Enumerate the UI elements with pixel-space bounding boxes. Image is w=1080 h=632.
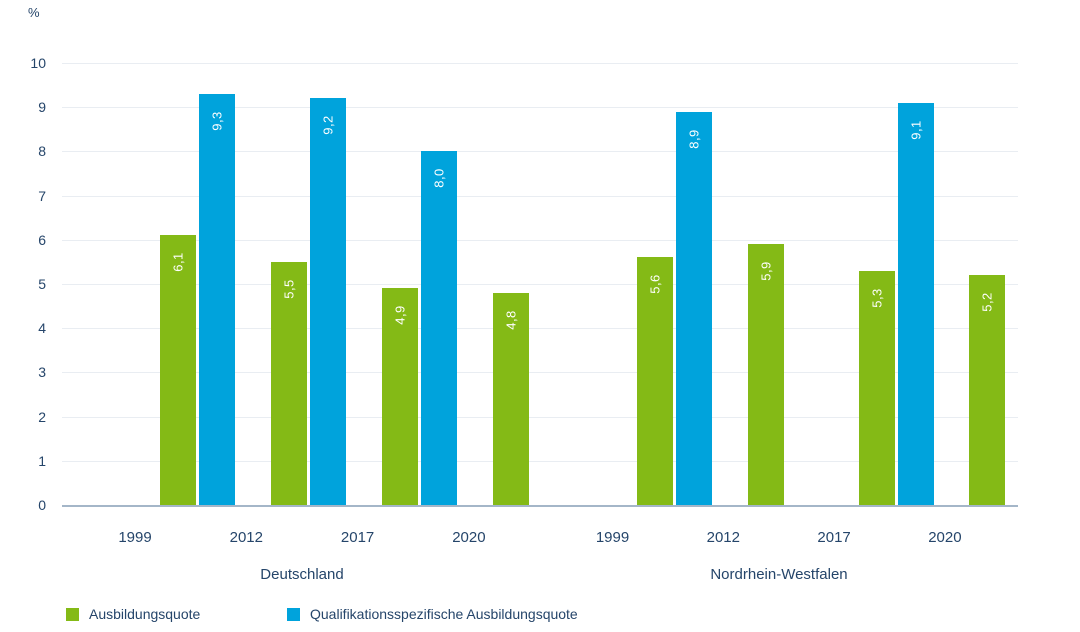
bar-qualifikationsspezifische-ausbildungsquote: 8,9 bbox=[676, 111, 712, 505]
bar-value-label: 9,1 bbox=[908, 119, 924, 140]
plot-area: 6,1 5,5 4,9 4,8 5,6 5,9 5,3 5,2 9,3 9,2 8,0 8,9 9,1 bbox=[62, 0, 1018, 508]
gridline bbox=[62, 195, 1018, 197]
bar-ausbildungsquote: 5,5 bbox=[270, 261, 307, 505]
gridline bbox=[62, 460, 1018, 462]
y-tick-label: 8 bbox=[38, 143, 46, 160]
y-tick-label: 10 bbox=[30, 55, 46, 71]
gridline bbox=[62, 372, 1018, 374]
region-label-nordrhein-westfalen: Nordrhein-Westfalen bbox=[710, 566, 848, 583]
legend-swatch-ausbildungsquote-icon bbox=[66, 607, 79, 621]
legend-item-qualifikationsspezifische: Qualifikationsspezifische Ausbildungsquo… bbox=[287, 606, 578, 622]
y-tick-label: 7 bbox=[38, 187, 46, 204]
y-tick-label: 6 bbox=[38, 231, 46, 248]
y-tick-label: 5 bbox=[38, 276, 46, 292]
legend-label-ausbildungsquote: Ausbildungsquote bbox=[89, 606, 201, 622]
gridline bbox=[62, 284, 1018, 285]
bar-value-label: 6,1 bbox=[170, 252, 185, 273]
y-tick-label: 0 bbox=[38, 497, 46, 513]
gridline bbox=[62, 107, 1018, 109]
x-tick-label: 2012 bbox=[706, 529, 740, 546]
y-tick-label: 4 bbox=[38, 320, 46, 337]
bar-ausbildungsquote: 5,9 bbox=[747, 244, 784, 505]
y-tick-label: 9 bbox=[38, 99, 46, 116]
bar-value-label: 9,3 bbox=[209, 111, 224, 131]
gridline bbox=[62, 63, 1018, 64]
bar-ausbildungsquote: 5,3 bbox=[858, 270, 895, 505]
y-tick-label: 3 bbox=[38, 364, 46, 381]
bar-ausbildungsquote: 5,2 bbox=[969, 275, 1006, 505]
x-tick-label: 2020 bbox=[452, 529, 486, 546]
bar-qualifikationsspezifische-ausbildungsquote: 9,2 bbox=[309, 98, 346, 505]
bar-ausbildungsquote: 4,8 bbox=[493, 292, 530, 505]
bar-qualifikationsspezifische-ausbildungsquote: 8,0 bbox=[421, 151, 458, 505]
bar-value-label: 5,9 bbox=[758, 261, 774, 282]
x-axis-line bbox=[62, 505, 1018, 507]
bar-value-label: 5,2 bbox=[979, 292, 995, 312]
bar-value-label: 8,9 bbox=[686, 128, 702, 149]
x-tick-label: 2020 bbox=[928, 529, 962, 546]
gridline bbox=[62, 239, 1018, 241]
bar-qualifikationsspezifische-ausbildungsquote: 9,3 bbox=[198, 93, 235, 505]
bar-ausbildungsquote: 5,6 bbox=[637, 257, 673, 505]
x-tick-label: 2017 bbox=[340, 529, 375, 546]
legend-item-ausbildungsquote: Ausbildungsquote bbox=[66, 606, 200, 622]
x-tick-label: 1999 bbox=[595, 529, 630, 546]
gridline bbox=[62, 151, 1018, 153]
bar-qualifikationsspezifische-ausbildungsquote: 9,1 bbox=[897, 102, 934, 505]
bar-value-label: 4,8 bbox=[503, 310, 519, 330]
x-tick-label: 2012 bbox=[229, 529, 263, 546]
bar-value-label: 9,2 bbox=[320, 115, 336, 136]
bar-value-label: 5,5 bbox=[281, 279, 297, 299]
bar-value-label: 4,9 bbox=[392, 305, 408, 326]
y-tick-label: 2 bbox=[38, 408, 46, 425]
bar-value-label: 5,6 bbox=[647, 274, 663, 295]
legend-swatch-qualifikationsspezifische-icon bbox=[287, 607, 300, 621]
y-tick-label: 1 bbox=[38, 452, 46, 469]
bar-ausbildungsquote: 6,1 bbox=[159, 235, 196, 505]
bar-ausbildungsquote: 4,9 bbox=[382, 288, 419, 505]
region-label-deutschland: Deutschland bbox=[260, 566, 344, 583]
x-tick-label: 1999 bbox=[118, 529, 152, 546]
legend-label-qualifikationsspezifische: Qualifikationsspezifische Ausbildungsquo… bbox=[310, 606, 578, 622]
bar-value-label: 8,0 bbox=[431, 168, 447, 189]
bar-value-label: 5,3 bbox=[869, 287, 885, 308]
gridline bbox=[62, 416, 1018, 418]
x-tick-label: 2017 bbox=[817, 529, 851, 546]
y-axis-unit-label: % bbox=[28, 5, 40, 20]
gridline bbox=[62, 328, 1018, 330]
